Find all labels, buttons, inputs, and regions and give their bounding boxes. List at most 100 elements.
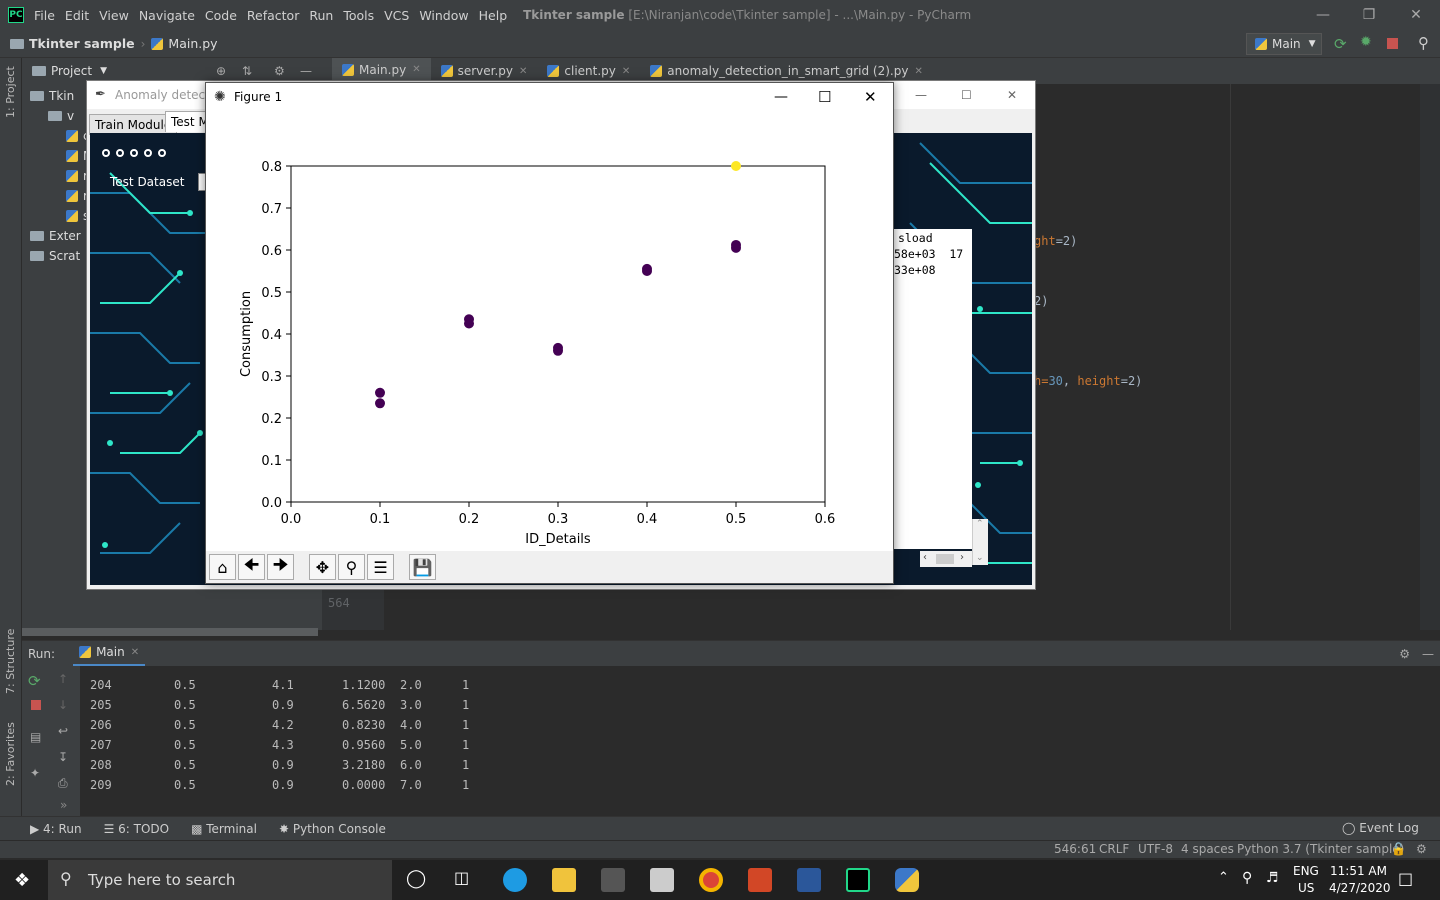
edge-icon[interactable] [503,868,527,892]
tree-item[interactable]: Tkin [30,86,74,106]
stop-icon[interactable] [1387,38,1398,49]
tree-item[interactable]: Exter [30,226,81,246]
line-separator[interactable]: CRLF [1099,842,1130,856]
cortana-icon[interactable]: ◯ [406,868,427,889]
menu-help[interactable]: Help [478,7,508,23]
zoom-button[interactable]: ⚲ [338,554,365,580]
locate-icon[interactable]: ⊕ [216,64,227,78]
project-tool-label[interactable]: 1: Project [4,66,17,118]
notification-icon[interactable]: □ [1398,869,1414,888]
minimize-button[interactable]: — [1316,7,1330,23]
rerun-icon[interactable]: ⟳ [28,672,41,690]
close-tab-icon[interactable]: ✕ [914,65,923,77]
run-console-output[interactable]: 2030.50.90.59801.01 2040.54.11.12002.012… [80,666,1440,816]
search-icon[interactable]: ⚲ [1418,34,1429,52]
indent-setting[interactable]: 4 spaces [1181,842,1234,856]
clock-time[interactable]: 11:51 AM [1330,864,1387,878]
caret-position[interactable]: 546:61 [1054,842,1097,856]
keyboard-layout[interactable]: US [1298,881,1315,895]
tk-minimize-button[interactable]: — [915,88,927,102]
word-icon[interactable] [797,868,821,892]
figure-maximize-button[interactable]: ☐ [818,88,832,106]
file-encoding[interactable]: UTF-8 [1138,842,1173,856]
network-icon[interactable]: ⚲ [1242,870,1253,886]
figure-close-button[interactable]: ✕ [864,88,877,106]
bottom-tool-3[interactable]: ✸ Python Console [279,822,386,836]
bottom-tool-1[interactable]: ☰ 6: TODO [104,822,170,836]
restore-button[interactable]: ❐ [1362,7,1376,23]
project-header-label[interactable]: Project [51,64,93,78]
editor-tab[interactable]: server.py ✕ [431,58,538,84]
file-explorer-icon[interactable] [552,868,576,892]
close-button[interactable]: ✕ [1410,7,1422,23]
save-button[interactable]: 💾 [409,554,436,580]
tree-item[interactable]: Scrat [30,246,80,266]
soft-wrap-icon[interactable]: ↩ [58,724,69,738]
run-tab-main[interactable]: Main ✕ [73,641,146,667]
python-interpreter[interactable]: Python 3.7 (Tkinter sample) [1237,842,1405,856]
clock-date[interactable]: 4/27/2020 [1329,881,1391,895]
tk-maximize-button[interactable]: ☐ [961,88,972,102]
lock-icon[interactable]: 🔓 [1391,842,1406,856]
breadcrumb-project[interactable]: Tkinter sample [29,36,135,51]
collapse-icon[interactable]: ⇅ [242,64,253,78]
close-tab-icon[interactable]: ✕ [412,64,421,75]
home-button[interactable]: ⌂ [209,554,236,580]
hide-icon[interactable]: — [300,64,312,78]
chrome-icon[interactable] [699,868,723,892]
close-tab-icon[interactable]: ✕ [621,65,631,77]
bottom-tool-0[interactable]: ▶ 4: Run [30,822,82,836]
structure-tool-label[interactable]: 7: Structure [4,628,17,694]
editor-tab[interactable]: client.py ✕ [537,58,640,84]
menu-file[interactable]: File [34,7,55,23]
close-tab-icon[interactable]: ✕ [130,646,140,658]
powerpoint-icon[interactable] [748,868,772,892]
menu-run[interactable]: Run [309,7,334,23]
bottom-tool-2[interactable]: ▩ Terminal [191,822,257,836]
menu-code[interactable]: Code [204,7,237,23]
inspector-icon[interactable]: ⚙ [1416,842,1427,856]
mail-icon[interactable] [650,868,674,892]
scatter-plot[interactable]: 0.0 0.1 0.2 0.3 0.4 0.5 0.6 0.0 0.1 0.2 0.3 0.4 0.5… [206,111,893,551]
menu-window[interactable]: Window [419,7,469,23]
chevron-down-icon[interactable]: ▼ [100,66,107,76]
scroll-to-end-icon[interactable]: ↧ [58,750,69,764]
back-button[interactable]: 🠈 [238,554,265,580]
menu-vcs[interactable]: VCS [384,7,410,23]
tree-item[interactable]: v [48,106,74,126]
result-horizontal-scrollbar[interactable]: ‹ › [920,551,972,567]
gear-icon[interactable]: ⚙ [1399,646,1410,661]
pycharm-taskbar-icon[interactable] [846,868,870,892]
rerun-icon[interactable]: ⟳ [1334,35,1347,53]
store-icon[interactable] [601,868,625,892]
python-taskbar-icon[interactable] [895,868,919,892]
layout-icon[interactable]: ▤ [30,730,42,744]
menu-navigate[interactable]: Navigate [138,7,195,23]
task-view-icon[interactable]: ◫ [454,868,470,887]
figure-minimize-button[interactable]: — [774,89,788,105]
more-icon[interactable]: » [60,798,68,812]
taskbar-search-box[interactable]: ⚲ Type here to search [48,860,392,900]
pin-icon[interactable]: ✦ [30,766,41,780]
menu-edit[interactable]: Edit [64,7,90,23]
favorites-tool-label[interactable]: 2: Favorites [4,722,17,786]
menu-refactor[interactable]: Refactor [246,7,300,23]
close-tab-icon[interactable]: ✕ [519,65,528,77]
pan-button[interactable]: ✥ [309,554,336,580]
run-config-select[interactable]: Main ▼ [1246,33,1322,55]
forward-button[interactable]: 🠊 [267,554,294,580]
windows-start-icon[interactable]: ❖ [14,870,31,891]
debug-icon[interactable]: ✹ [1360,34,1372,50]
hide-icon[interactable]: — [1422,646,1434,661]
down-arrow-icon[interactable]: ↓ [58,698,69,712]
editor-tab[interactable]: anomaly_detection_in_smart_grid (2).py ✕ [640,58,933,84]
project-horizontal-scrollbar[interactable] [22,628,318,636]
configure-button[interactable]: ☰ [367,554,394,580]
event-log-button[interactable]: ◯ Event Log [1342,821,1419,835]
stop-icon[interactable] [31,700,41,710]
menu-view[interactable]: View [99,7,129,23]
tk-close-button[interactable]: ✕ [1007,88,1018,102]
result-text-box[interactable]: sload 58e+03 17 33e+08 [894,229,972,549]
train-module-tab[interactable]: Train Module [89,114,178,135]
volume-icon[interactable]: ♬ [1266,870,1279,886]
